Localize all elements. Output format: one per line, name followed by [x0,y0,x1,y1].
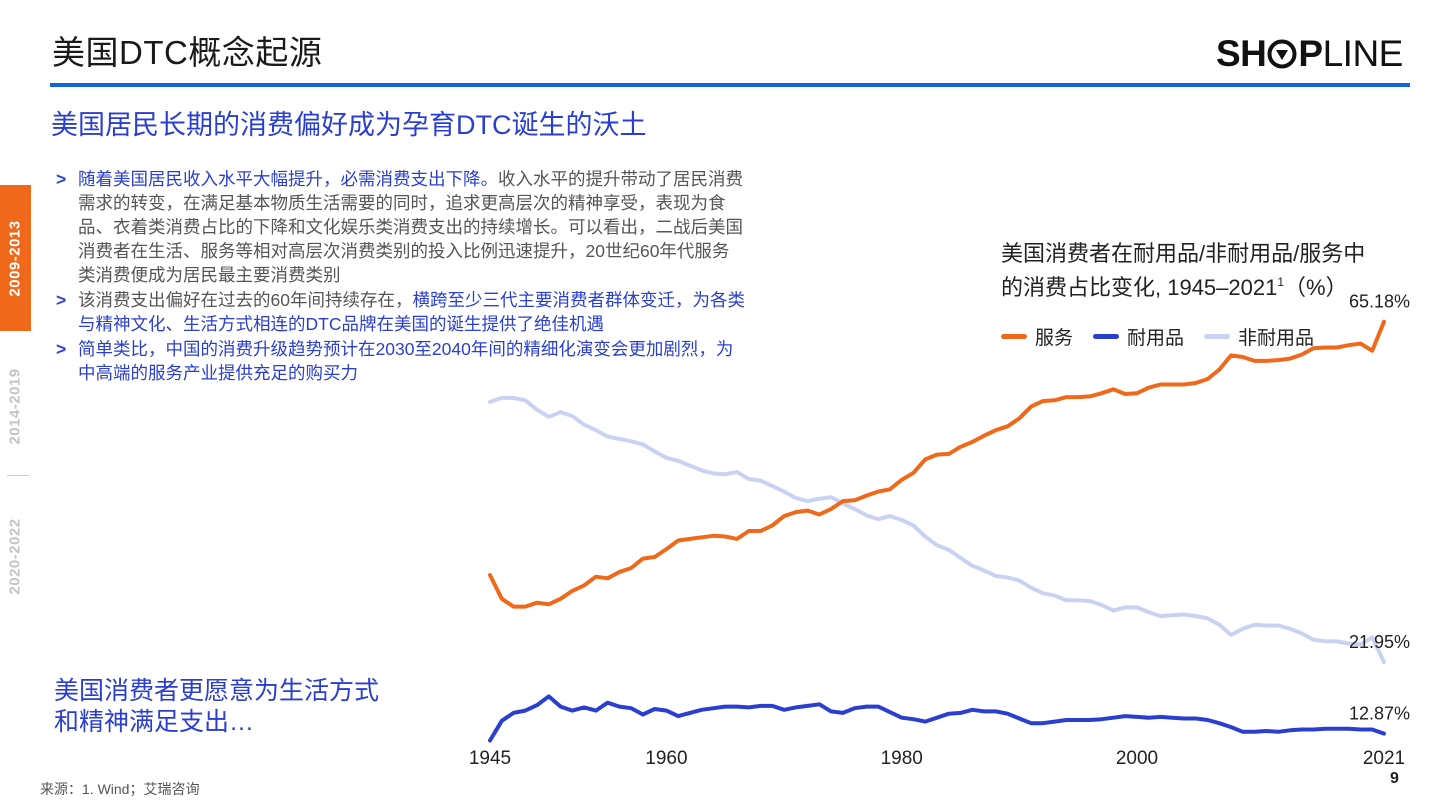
bullet-marker: > [56,290,67,310]
legend-swatch [1001,334,1027,339]
end-value-label-1: 12.87% [1349,704,1410,724]
header-rule [50,83,1410,87]
legend-item-durables: 耐用品 [1093,323,1184,350]
chart-title: 美国消费者在耐用品/非耐用品/服务中 的消费占比变化, 1945–20211（%… [1001,241,1366,300]
bullet-text: 随着美国居民收入水平大幅提升，必需消费支出下降。收入水平的提升带动了居民消费需求… [78,169,743,285]
bullet-item: > 随着美国居民收入水平大幅提升，必需消费支出下降。收入水平的提升带动了居民消费… [56,167,746,287]
x-tick-label: 1980 [881,748,923,769]
chart-legend: 服务 耐用品 非耐用品 [1001,323,1334,350]
bullet-text: 简单类比，中国的消费升级趋势预计在2030至2040年间的精细化演变会更加剧烈，… [78,339,734,383]
x-tick-label: 2021 [1363,748,1405,769]
x-tick-label: 1960 [645,748,687,769]
series-line-2 [488,395,1386,665]
legend-swatch [1093,334,1120,339]
bullet-marker: > [56,339,67,359]
section-subtitle: 美国居民长期的消费偏好成为孕育DTC诞生的沃土 [51,110,647,140]
bullet-text: 该消费支出偏好在过去的60年间持续存在，横跨至少三代主要消费者群体变迁，为各类与… [78,290,745,334]
legend-swatch [1204,334,1231,339]
x-tick-label: 2000 [1116,748,1158,769]
bullet-marker: > [56,169,67,189]
tab-divider [7,475,29,476]
shopline-logo: SH P LINE [1216,33,1403,74]
tab-2009-2013[interactable]: 2009-2013 [0,185,31,331]
series-line-1 [488,694,1386,743]
end-value-label-2: 21.95% [1349,632,1410,652]
bullet-list: > 随着美国居民收入水平大幅提升，必需消费支出下降。收入水平的提升带动了居民消费… [56,167,746,386]
source-note: 来源：1. Wind；艾瑞咨询 [40,781,200,797]
end-value-label-0: 65.18% [1349,292,1410,312]
legend-item-nondurables: 非耐用品 [1204,323,1314,350]
conclusion-callout: 美国消费者更愿意为生活方式 和精神满足支出… [54,677,380,736]
page-title: 美国DTC概念起源 [52,34,323,71]
bullet-item: > 简单类比，中国的消费升级趋势预计在2030至2040年间的精细化演变会更加剧… [56,337,746,385]
logo-o-icon [1267,39,1297,69]
bullet-item: > 该消费支出偏好在过去的60年间持续存在，横跨至少三代主要消费者群体变迁，为各… [56,288,746,336]
page-number: 9 [1390,770,1399,787]
series-line-0 [488,319,1386,609]
legend-item-services: 服务 [1001,323,1073,350]
x-tick-label: 1945 [469,748,511,769]
